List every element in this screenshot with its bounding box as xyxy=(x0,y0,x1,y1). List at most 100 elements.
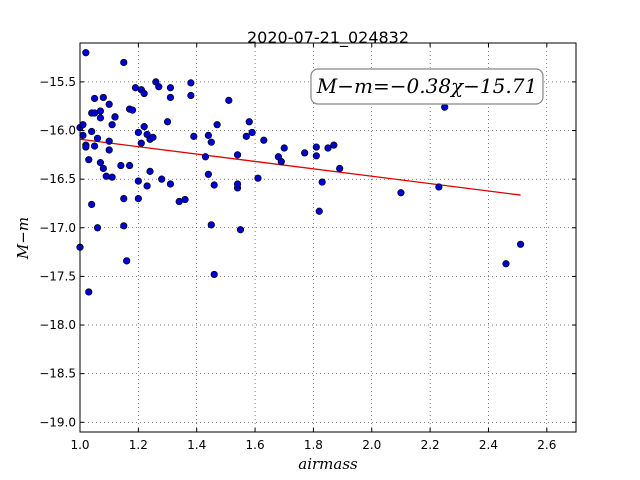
scatter-point xyxy=(88,200,96,209)
scatter-point xyxy=(248,128,256,137)
x-ticks: 1.0 1.2 1.4 1.6 1.8 2.0 2.2 2.4 2.6 xyxy=(70,43,556,452)
scatter-point xyxy=(280,144,288,152)
y-tick-label: −16.5 xyxy=(39,172,76,186)
scatter-point xyxy=(397,189,405,197)
scatter-point xyxy=(277,158,285,166)
scatter-point xyxy=(99,164,107,173)
y-tick-label: −15.5 xyxy=(39,75,76,89)
fit-annotation: M−m=−0.38χ−15.71 xyxy=(310,68,544,105)
scatter-point xyxy=(82,143,90,151)
scatter-point xyxy=(120,195,128,203)
plot-frame xyxy=(79,42,577,433)
scatter-point xyxy=(233,180,242,188)
x-tick-label: 2.4 xyxy=(479,438,498,452)
scatter-point xyxy=(201,153,210,161)
scatter-point xyxy=(105,137,113,145)
scatter-point xyxy=(187,91,195,100)
scatter-point xyxy=(236,226,245,234)
x-axis-label: airmass xyxy=(298,455,358,473)
y-tick-label: −17.0 xyxy=(39,221,76,235)
scatter-point xyxy=(166,93,175,102)
scatter-point xyxy=(96,107,105,115)
scatter-point xyxy=(312,143,320,151)
scatter-point xyxy=(254,174,262,182)
scatter-point xyxy=(312,152,320,160)
scatter-point xyxy=(318,178,326,186)
scatter-point xyxy=(210,270,218,279)
scatter-point xyxy=(93,134,102,142)
scatter-point xyxy=(88,127,96,136)
scatter-point xyxy=(190,132,198,140)
scatter-point xyxy=(96,159,105,167)
scatter-point xyxy=(204,131,212,139)
scatter-point xyxy=(163,118,172,126)
scatter-point xyxy=(166,84,175,92)
y-axis-label: M−m xyxy=(14,217,32,260)
scatter-point xyxy=(204,170,212,178)
scatter-point xyxy=(207,221,215,229)
scatter-point xyxy=(146,167,154,175)
scatter-point xyxy=(233,151,242,159)
scatter-point xyxy=(245,118,253,126)
scatter-point xyxy=(93,224,102,232)
scatter-point xyxy=(90,142,99,150)
x-tick-label: 1.4 xyxy=(187,438,206,452)
scatter-point xyxy=(140,89,148,98)
scatter-point xyxy=(242,132,250,140)
scatter-point xyxy=(108,173,116,181)
annotation-box xyxy=(310,68,544,105)
y-tick-label: −18.0 xyxy=(39,318,76,332)
scatter-point xyxy=(126,161,134,170)
y-tick-label: −18.5 xyxy=(39,367,76,381)
x-tick-label: 2.6 xyxy=(537,438,556,452)
fit-line xyxy=(79,138,521,196)
scatter-point xyxy=(210,181,218,189)
scatter-point xyxy=(140,123,148,131)
scatter-point xyxy=(105,146,113,154)
scatter-point xyxy=(324,144,332,152)
x-tick-label: 2.2 xyxy=(421,438,440,452)
scatter-point xyxy=(134,195,142,203)
scatter-point xyxy=(502,260,510,268)
scatter-point xyxy=(260,136,268,144)
scatter-point xyxy=(117,161,125,170)
scatter-point xyxy=(225,96,233,104)
x-tick-label: 1.6 xyxy=(246,438,265,452)
x-tick-label: 2.0 xyxy=(362,438,381,452)
scatter-point xyxy=(516,240,525,248)
x-tick-label: 1.8 xyxy=(304,438,323,452)
scatter-point xyxy=(79,121,87,129)
scatter-point xyxy=(181,195,189,204)
scatter-point xyxy=(441,103,449,111)
scatter-point xyxy=(102,172,110,180)
y-tick-label: −19.0 xyxy=(39,415,76,429)
annotation-text: M−m=−0.38χ−15.71 xyxy=(316,74,537,98)
scatter-point xyxy=(123,257,131,265)
scatter-point xyxy=(108,121,116,129)
scatter-point xyxy=(158,175,166,183)
scatter-point xyxy=(134,177,142,185)
scatter-point xyxy=(85,156,93,164)
scatter-point xyxy=(213,121,221,129)
x-tick-label: 1.0 xyxy=(70,438,89,452)
scatter-point xyxy=(96,114,105,122)
fit-line-group xyxy=(79,138,521,196)
scatter-point xyxy=(79,131,87,139)
scatter-point xyxy=(207,138,215,146)
scatter-point xyxy=(120,222,128,230)
scatter-point xyxy=(301,149,309,157)
chart-title: 2020-07-21_024832 xyxy=(247,28,409,48)
scatter-point xyxy=(155,83,163,91)
scatter-point xyxy=(85,288,93,296)
y-tick-label: −17.5 xyxy=(39,269,76,283)
x-tick-label: 1.2 xyxy=(129,438,148,452)
scatter-point xyxy=(134,128,142,137)
scatter-point xyxy=(99,93,107,102)
scatter-point xyxy=(90,94,99,103)
y-tick-label: −16.0 xyxy=(39,124,76,138)
scatter-point xyxy=(137,139,145,147)
scatter-point xyxy=(187,79,195,87)
scatter-point xyxy=(149,133,157,141)
y-ticks: −15.5 −16.0 −16.5 −17.0 −17.5 −18.0 −18.5 −19.0 xyxy=(39,75,576,429)
